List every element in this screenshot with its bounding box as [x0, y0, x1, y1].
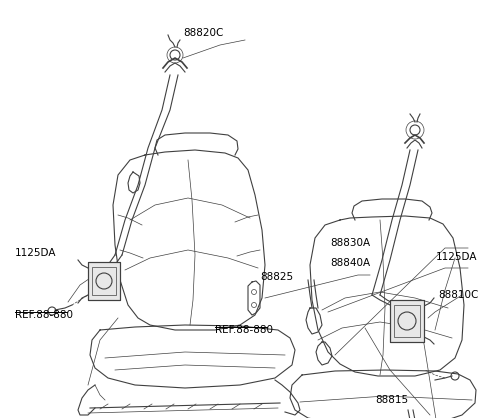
Text: 88825: 88825	[260, 272, 293, 282]
Text: 88815: 88815	[375, 395, 408, 405]
Bar	[394, 305, 420, 337]
Text: 88840A: 88840A	[330, 258, 370, 268]
Text: 1125DA: 1125DA	[15, 248, 57, 258]
Bar	[390, 300, 424, 342]
Text: REF.88-880: REF.88-880	[215, 325, 273, 335]
Text: 88820C: 88820C	[183, 28, 223, 38]
Text: REF.88-880: REF.88-880	[15, 310, 73, 320]
Text: 88810C: 88810C	[438, 290, 479, 300]
Bar	[88, 262, 120, 300]
Bar	[88, 262, 120, 300]
Bar	[92, 267, 116, 295]
Bar	[390, 300, 424, 342]
Text: 1125DA: 1125DA	[436, 252, 478, 262]
Text: 88830A: 88830A	[330, 238, 370, 248]
